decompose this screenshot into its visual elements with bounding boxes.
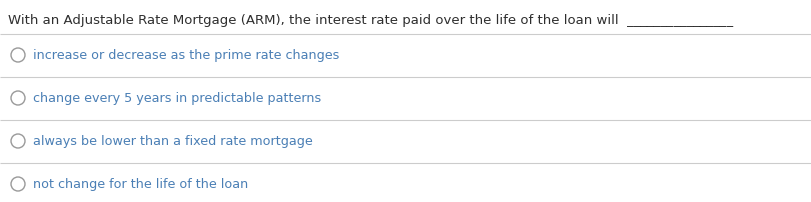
Text: change every 5 years in predictable patterns: change every 5 years in predictable patt… <box>33 92 321 105</box>
Text: always be lower than a fixed rate mortgage: always be lower than a fixed rate mortga… <box>33 135 312 148</box>
Text: With an Adjustable Rate Mortgage (ARM), the interest rate paid over the life of : With an Adjustable Rate Mortgage (ARM), … <box>8 14 732 27</box>
Text: not change for the life of the loan: not change for the life of the loan <box>33 178 248 190</box>
Text: increase or decrease as the prime rate changes: increase or decrease as the prime rate c… <box>33 49 339 62</box>
